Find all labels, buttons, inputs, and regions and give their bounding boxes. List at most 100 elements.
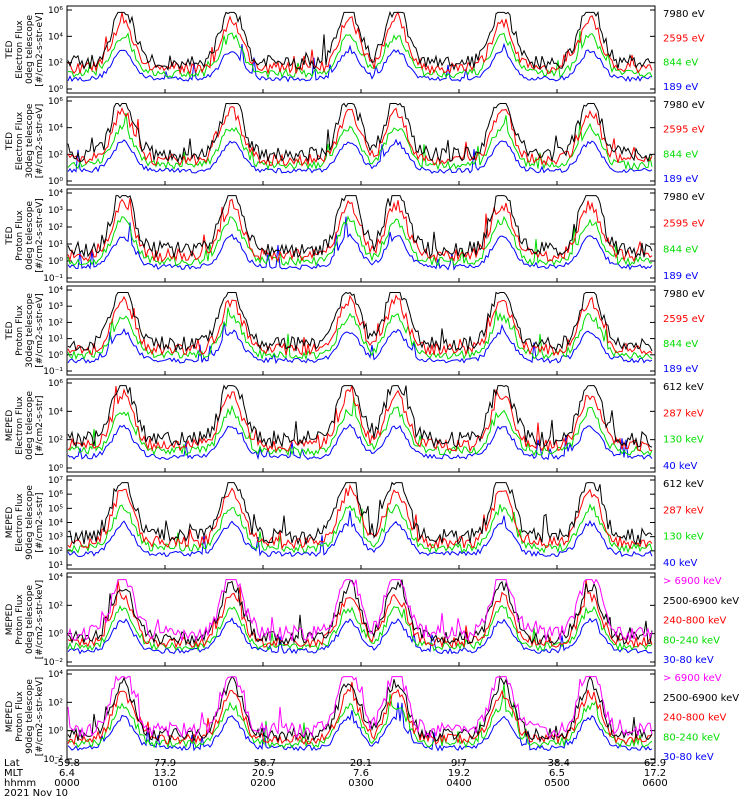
ytick-label: 10⁰ — [48, 351, 63, 361]
ytick-label: 10⁶ — [48, 97, 63, 107]
legend-entry: 844 eV — [663, 149, 698, 160]
ytick-label: 10² — [48, 59, 63, 69]
ytick-label: 10⁻¹ — [43, 274, 63, 284]
ylabel-line: [#/cm2-s-str-eV] — [35, 293, 45, 368]
series-line — [67, 384, 653, 449]
ylabel-line: [#/cm2-s-str] — [35, 492, 45, 552]
xaxis-row-label: Lat — [4, 758, 20, 769]
legend-entry: 7980 eV — [663, 100, 705, 111]
panel-4: 10⁴ 10³ 10² 10¹ 10⁰ 10⁻¹ TED Proton Flux 30deg t… — [5, 285, 705, 377]
ytick-label: 10² — [48, 223, 63, 233]
series-line — [67, 11, 653, 76]
legend-entry: > 6900 keV — [663, 673, 722, 684]
series-line — [67, 195, 653, 259]
legend-entry: 189 eV — [663, 82, 698, 93]
xtick-mlt: 6.4 — [59, 768, 75, 779]
xtick-hhmm: 0100 — [152, 778, 177, 789]
xtick-hhmm: 0200 — [250, 778, 275, 789]
legend-entry: 844 eV — [663, 339, 698, 350]
series-line — [67, 198, 653, 263]
legend-entry: 130 keV — [663, 532, 704, 543]
ytick-label: 10¹ — [48, 335, 63, 345]
panel-frame — [66, 378, 656, 473]
ylabel-line: Electron Flux — [15, 493, 25, 552]
ylabel-line: Electron Flux — [15, 20, 25, 79]
ytick-label: 10² — [48, 318, 63, 328]
ylabel-line: 30deg telescope — [25, 293, 35, 368]
ylabel-line: [#/cm2-s-str-keV] — [35, 677, 45, 756]
legend-entry: 844 eV — [663, 245, 698, 256]
panel-8: 10⁴ 10² 10⁰ 10⁻² MEPED Proton Flux 90deg teles… — [5, 669, 739, 765]
legend-entry: 2595 eV — [663, 218, 705, 229]
ytick-label: 10⁰ — [48, 464, 63, 474]
xtick-lat: 77.9 — [154, 758, 176, 769]
panel-frame — [66, 5, 656, 94]
legend-entry: > 6900 keV — [663, 576, 722, 587]
legend-entry: 80-240 keV — [663, 732, 720, 743]
ytick-label: 10⁻² — [43, 658, 63, 668]
legend-entry: 40 keV — [663, 461, 697, 472]
legend-entry: 7980 eV — [663, 192, 705, 203]
ytick-label: 10³ — [48, 206, 63, 216]
series-line — [67, 10, 653, 72]
ylabel-line: Electron Flux — [15, 111, 25, 170]
legend-entry: 7980 eV — [663, 9, 705, 20]
panel-frame — [66, 188, 656, 283]
ylabel-line: [#/cm2-s-str] — [35, 395, 45, 455]
ylabel-line: 0deg telescope — [25, 201, 35, 271]
series-line — [67, 605, 653, 652]
xtick-hhmm: 0000 — [54, 778, 79, 789]
legend-entry: 2500-6900 keV — [663, 596, 739, 607]
xtick-hhmm: 0400 — [446, 778, 471, 789]
xaxis-row-label: MLT — [4, 768, 24, 779]
legend-entry: 189 eV — [663, 364, 698, 375]
ytick-label: 10⁰ — [48, 177, 63, 187]
legend-entry: 287 keV — [663, 408, 704, 419]
xtick-lat: -38.4 — [544, 758, 570, 769]
ylabel-line: Proton Flux — [15, 594, 25, 645]
series-line — [67, 112, 653, 171]
legend-entry: 287 keV — [663, 505, 704, 516]
panel-5: 10⁶ 10⁴ 10² 10⁰ MEPED Electron Flux 0deg teles… — [5, 378, 704, 474]
ylabel-line: MEPED — [5, 410, 15, 442]
ytick-label: 10⁴ — [48, 407, 63, 417]
ylabel-line: [#/cm2-s-str-eV] — [35, 198, 45, 273]
legend-entry: 2595 eV — [663, 125, 705, 136]
legend-entry: 189 eV — [663, 174, 698, 185]
ylabel-line: 90deg telescope — [25, 679, 35, 754]
series-line — [67, 510, 653, 558]
ytick-label: 10⁴ — [48, 286, 63, 296]
xtick-lat: 62.9 — [644, 758, 666, 769]
series-line — [67, 481, 653, 546]
xtick-lat: 20.1 — [350, 758, 372, 769]
ytick-label: 10⁴ — [48, 32, 63, 42]
legend-entry: 240-800 keV — [663, 713, 727, 724]
series-line — [67, 294, 653, 357]
xtick-mlt: 6.5 — [549, 768, 565, 779]
ytick-label: 10⁶ — [48, 379, 63, 389]
ylabel-line: 30deg telescope — [25, 103, 35, 178]
series-line — [67, 579, 653, 649]
ytick-label: 10⁶ — [48, 6, 63, 16]
panel-7: 10⁴ 10² 10⁰ 10⁻² MEPED Proton Flux 0deg telesc… — [5, 572, 739, 668]
series-line — [67, 102, 653, 164]
series-line — [67, 216, 653, 271]
series-line — [67, 675, 653, 743]
legend-entry: 2595 eV — [663, 33, 705, 44]
panel-2: 10⁶ 10⁴ 10² 10⁰ TED Electron Flux 30deg telesc… — [5, 96, 705, 187]
ytick-label: 10² — [48, 436, 63, 446]
ylabel-line: TED — [5, 40, 15, 59]
legend-entry: 189 eV — [663, 271, 698, 282]
ylabel-line: TED — [5, 226, 15, 245]
legend-entry: 240-800 keV — [663, 616, 727, 627]
ylabel-line: 90deg telescope — [25, 485, 35, 560]
ytick-label: 10⁰ — [48, 85, 63, 95]
series-line — [67, 503, 653, 554]
ytick-label: 10⁵ — [48, 504, 63, 514]
legend-entry: 30-80 keV — [663, 752, 714, 763]
xtick-lat: -59.8 — [54, 758, 80, 769]
panel-1: 10⁶ 10⁴ 10² 10⁰ TED Electron Flux 0deg telesco… — [5, 5, 705, 95]
legend-entry: 80-240 keV — [663, 635, 720, 646]
xtick-lat: 9.7 — [451, 758, 467, 769]
